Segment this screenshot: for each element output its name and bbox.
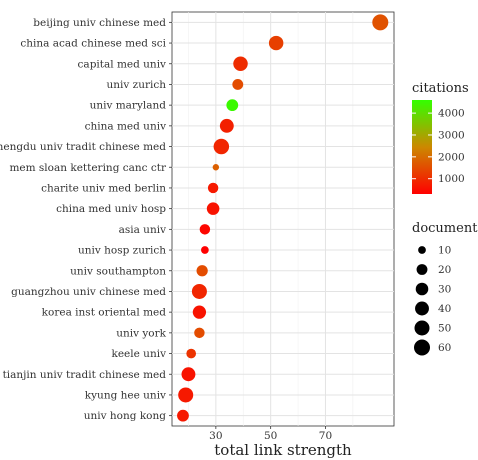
- colorbar-tick-label: 2000: [438, 151, 465, 163]
- y-tick-label: charite univ med berlin: [41, 182, 166, 194]
- x-tick-label: 70: [319, 430, 332, 442]
- documents-legend-key: [416, 264, 428, 275]
- data-point: [233, 56, 248, 71]
- data-point: [181, 367, 196, 382]
- colorbar-tick-label: 1000: [438, 173, 465, 185]
- y-tick-label: guangzhou univ chinese med: [11, 286, 166, 298]
- y-tick-label: univ southampton: [70, 265, 166, 277]
- documents-legend-label: 50: [438, 323, 451, 335]
- documents-legend-label: 30: [438, 284, 451, 296]
- plot-panel: [171, 11, 395, 427]
- data-point: [194, 327, 205, 339]
- data-points: [177, 14, 389, 422]
- data-point: [191, 283, 207, 299]
- data-point: [196, 265, 208, 277]
- data-point: [177, 409, 189, 422]
- data-point: [268, 35, 284, 51]
- data-point: [213, 138, 230, 155]
- y-tick-label: chengdu univ tradit chinese med: [0, 141, 166, 153]
- y-tick-label: keele univ: [111, 348, 166, 360]
- colorbar-tick-label: 4000: [438, 108, 465, 120]
- documents-legend-label: 60: [438, 342, 451, 354]
- data-point: [219, 118, 234, 133]
- y-tick-label: univ zurich: [107, 79, 167, 91]
- data-point: [186, 348, 197, 359]
- documents-legend-key: [414, 320, 430, 336]
- data-point: [206, 202, 220, 215]
- data-point: [178, 387, 194, 403]
- data-point: [192, 305, 207, 319]
- y-tick-label: china med univ hosp: [56, 203, 166, 215]
- x-tick-label: 50: [264, 430, 277, 442]
- y-tick-label: china acad chinese med sci: [20, 38, 166, 50]
- y-tick-label: univ maryland: [90, 100, 167, 112]
- y-tick-label: tianjin univ tradit chinese med: [3, 369, 167, 381]
- y-tick-label: asia univ: [119, 224, 166, 236]
- data-point: [199, 224, 211, 235]
- documents-legend-label: 10: [438, 245, 451, 257]
- citations-colorbar: [412, 100, 432, 194]
- documents-legend-key: [418, 246, 426, 254]
- y-tick-label: kyung hee univ: [85, 389, 166, 401]
- x-tick-labels: 30 50 70: [209, 426, 332, 442]
- y-tick-label: univ hosp zurich: [78, 245, 166, 257]
- y-tick-label: korea inst oriental med: [42, 307, 167, 319]
- data-point: [201, 246, 209, 254]
- grid-lines: [172, 12, 394, 426]
- citations-legend-title: citations: [412, 81, 469, 96]
- x-axis-title: total link strength: [214, 441, 352, 459]
- y-tick-label: china med univ: [85, 120, 166, 132]
- documents-legend-label: 40: [438, 303, 451, 315]
- y-tick-labels: beijing univ chinese med china acad chine…: [0, 17, 172, 422]
- data-point: [212, 164, 220, 171]
- citations-legend: citations 1000 2000 3000 4000: [412, 81, 469, 194]
- x-tick-label: 30: [209, 430, 222, 442]
- documents-legend-title: documents: [412, 221, 478, 236]
- y-tick-label: univ york: [116, 327, 166, 339]
- data-point: [232, 79, 244, 90]
- data-point: [372, 14, 389, 31]
- y-tick-label: beijing univ chinese med: [33, 17, 166, 29]
- documents-legend-key: [415, 282, 429, 296]
- citations-colorbar-ticks: 1000 2000 3000 4000: [412, 108, 465, 185]
- data-point: [226, 99, 239, 112]
- y-tick-label: univ hong kong: [84, 410, 167, 422]
- documents-legend-label: 20: [438, 264, 451, 276]
- y-tick-label: capital med univ: [78, 58, 167, 70]
- y-tick-label: mem sloan kettering canc ctr: [9, 162, 167, 174]
- documents-legend: documents 10 20 30 40 50 60: [412, 221, 478, 356]
- data-point: [207, 182, 219, 194]
- documents-legend-key: [414, 339, 430, 356]
- colorbar-tick-label: 3000: [438, 129, 465, 141]
- documents-legend-key: [415, 301, 429, 316]
- documents-legend-items: 10 20 30 40 50 60: [414, 245, 451, 356]
